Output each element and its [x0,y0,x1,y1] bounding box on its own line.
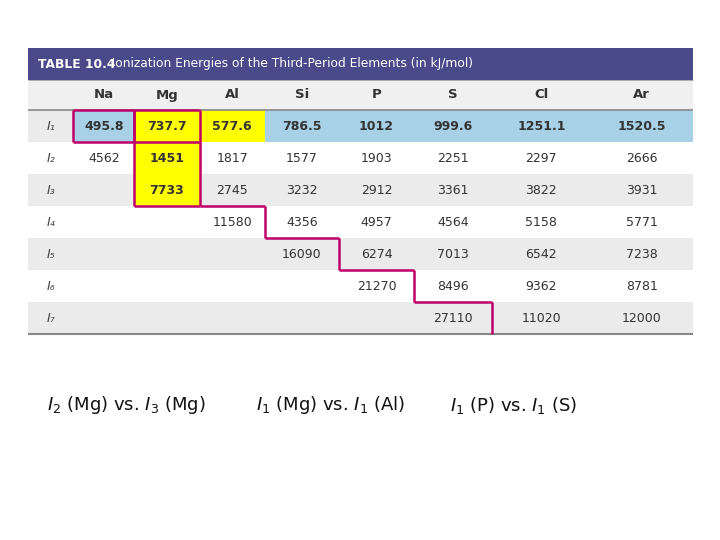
Text: P: P [372,89,382,102]
Text: I₅: I₅ [46,247,55,260]
Text: 4564: 4564 [437,215,469,228]
Text: 3931: 3931 [626,184,657,197]
Text: Na: Na [94,89,114,102]
Text: Mg: Mg [156,89,179,102]
Text: 1577: 1577 [286,152,318,165]
Text: 2666: 2666 [626,152,657,165]
Text: 12000: 12000 [622,312,662,325]
Text: I₄: I₄ [46,215,55,228]
Text: 11020: 11020 [521,312,561,325]
Bar [135,110,199,142]
Text: I₆: I₆ [46,280,55,293]
Bar [28,238,693,270]
Text: 7733: 7733 [150,184,184,197]
Text: 577.6: 577.6 [212,119,252,132]
Text: 7238: 7238 [626,247,657,260]
Bar [28,206,693,238]
Text: 1451: 1451 [150,152,184,165]
Text: 5771: 5771 [626,215,658,228]
Bar [590,110,693,142]
Text: 21270: 21270 [356,280,396,293]
Bar [73,110,135,142]
Text: Ionization Energies of the Third-Period Elements (in kJ/mol): Ionization Energies of the Third-Period … [100,57,473,71]
Text: 3822: 3822 [526,184,557,197]
Text: 6274: 6274 [361,247,392,260]
Text: 4356: 4356 [286,215,318,228]
Bar [339,110,414,142]
Text: 2745: 2745 [216,184,248,197]
Text: Ar: Ar [634,89,650,102]
Text: 2297: 2297 [526,152,557,165]
Text: 1251.1: 1251.1 [517,119,566,132]
Bar [28,174,693,206]
Text: 11580: 11580 [212,215,252,228]
Text: $\mathit{I}_2$ (Mg) vs. $\mathit{I}_3$ (Mg): $\mathit{I}_2$ (Mg) vs. $\mathit{I}_3$ (… [47,394,205,416]
Text: 2912: 2912 [361,184,392,197]
Text: TABLE 10.4: TABLE 10.4 [38,57,115,71]
Text: 8496: 8496 [437,280,469,293]
Text: I₃: I₃ [46,184,55,197]
Bar [414,110,492,142]
Text: 2251: 2251 [437,152,469,165]
Text: 7013: 7013 [437,247,469,260]
Text: S: S [448,89,458,102]
Bar [492,110,590,142]
Text: 5158: 5158 [526,215,557,228]
Text: 1903: 1903 [361,152,392,165]
Text: I₁: I₁ [46,119,55,132]
Text: Si: Si [295,89,309,102]
Text: 8781: 8781 [626,280,658,293]
Text: 1520.5: 1520.5 [618,119,666,132]
Text: $\mathit{I}_1$ (P) vs. $\mathit{I}_1$ (S): $\mathit{I}_1$ (P) vs. $\mathit{I}_1$ (S… [450,395,577,415]
Text: 999.6: 999.6 [433,119,472,132]
Text: 4957: 4957 [361,215,392,228]
Text: 16090: 16090 [282,247,322,260]
Text: 737.7: 737.7 [147,119,186,132]
Text: 4562: 4562 [88,152,120,165]
Text: Cl: Cl [534,89,549,102]
Text: 1012: 1012 [359,119,394,132]
Text: 3232: 3232 [287,184,318,197]
Bar [199,110,265,142]
Text: 1817: 1817 [216,152,248,165]
Text: 495.8: 495.8 [84,119,124,132]
Bar [135,174,199,206]
Bar [28,110,693,142]
Text: 27110: 27110 [433,312,473,325]
Bar [28,80,693,110]
Text: $\mathit{I}_1$ (Mg) vs. $\mathit{I}_1$ (Al): $\mathit{I}_1$ (Mg) vs. $\mathit{I}_1$ (… [256,394,405,416]
Text: 786.5: 786.5 [282,119,322,132]
Text: 9362: 9362 [526,280,557,293]
Text: 6542: 6542 [526,247,557,260]
Text: I₇: I₇ [46,312,55,325]
Bar [28,302,693,334]
Bar [28,48,693,80]
Bar [28,270,693,302]
Text: I₂: I₂ [46,152,55,165]
Bar [28,142,693,174]
Text: Al: Al [225,89,240,102]
Bar [135,142,199,174]
Bar [265,110,339,142]
Text: 3361: 3361 [437,184,469,197]
